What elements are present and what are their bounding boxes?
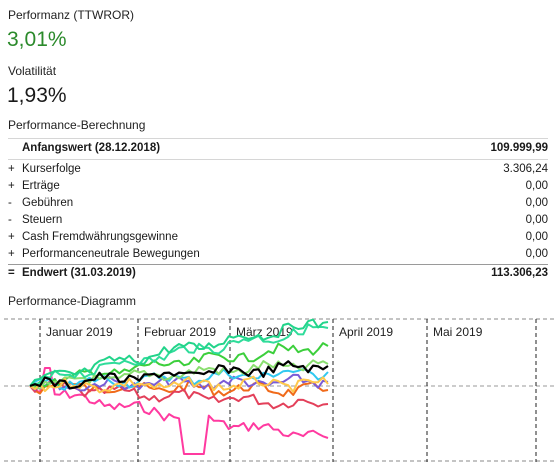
calc-row: + Kurserfolge 3.306,24	[8, 163, 548, 180]
month-label: Januar 2019	[46, 325, 113, 339]
calc-row: + Performanceneutrale Bewegungen 0,00	[8, 248, 548, 265]
row-sign: -	[8, 197, 12, 209]
calc-title: Performance-Berechnung	[8, 118, 146, 132]
divider	[8, 264, 548, 265]
calc-row: + Erträge 0,00	[8, 180, 548, 197]
row-label: Cash Fremdwährungsgewinne	[22, 231, 178, 243]
month-label: Februar 2019	[144, 325, 216, 339]
row-label: Performanceneutrale Bewegungen	[22, 248, 200, 260]
series-line	[29, 360, 329, 390]
row-value: 3.306,24	[503, 163, 548, 175]
end-label: Endwert (31.03.2019)	[22, 267, 136, 279]
diagram-title: Performance-Diagramm	[8, 294, 137, 308]
start-value: 109.999,99	[490, 142, 548, 154]
series-line	[29, 367, 329, 455]
calc-row: - Gebühren 0,00	[8, 197, 548, 214]
month-label: Mai 2019	[433, 325, 483, 339]
calc-row: + Cash Fremdwährungsgewinne 0,00	[8, 231, 548, 248]
end-value: 113.306,23	[491, 267, 548, 279]
row-value: 0,00	[525, 231, 548, 243]
performance-label: Performanz (TTWROR)	[8, 8, 134, 22]
performance-chart: Januar 2019 Februar 2019 März 2019 April 20…	[4, 318, 556, 462]
row-value: 0,00	[525, 180, 548, 192]
row-sign: +	[8, 163, 15, 175]
row-label: Kurserfolge	[22, 163, 81, 175]
row-sign: +	[8, 248, 15, 260]
volatility-label: Volatilität	[8, 64, 57, 78]
row-label: Erträge	[22, 180, 60, 192]
month-label: April 2019	[339, 325, 393, 339]
row-value: 0,00	[525, 214, 548, 226]
row-sign: -	[8, 214, 12, 226]
row-value: 0,00	[525, 197, 548, 209]
calc-row: - Steuern 0,00	[8, 214, 548, 231]
series-line	[29, 318, 329, 387]
row-label: Gebühren	[22, 197, 74, 209]
divider	[8, 138, 548, 139]
volatility-value: 1,93%	[7, 84, 67, 107]
divider	[8, 159, 548, 160]
series-line	[29, 359, 329, 390]
start-label: Anfangswert (28.12.2018)	[22, 142, 161, 154]
row-sign: +	[8, 231, 15, 243]
series-line	[29, 368, 329, 391]
end-row: = Endwert (31.03.2019) 113.306,23	[8, 267, 548, 284]
row-value: 0,00	[525, 248, 548, 260]
row-label: Steuern	[22, 214, 63, 226]
start-row: Anfangswert (28.12.2018) 109.999,99	[8, 142, 548, 159]
row-sign: +	[8, 180, 15, 192]
end-sign: =	[8, 267, 15, 279]
series-line	[29, 375, 329, 394]
series-line	[29, 342, 329, 388]
performance-value: 3,01%	[7, 28, 67, 51]
